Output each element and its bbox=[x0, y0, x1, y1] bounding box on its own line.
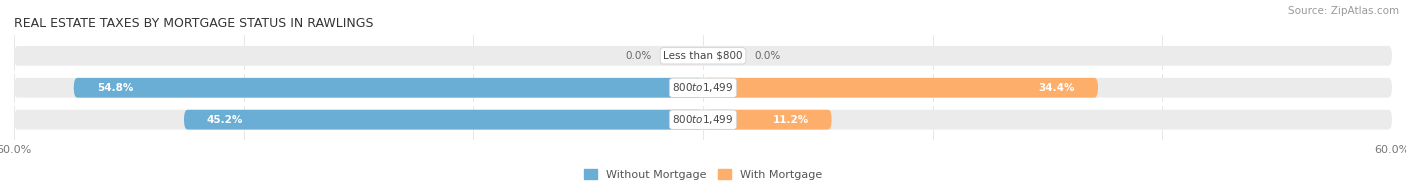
Text: 34.4%: 34.4% bbox=[1039, 83, 1076, 93]
FancyBboxPatch shape bbox=[184, 110, 703, 129]
Text: Source: ZipAtlas.com: Source: ZipAtlas.com bbox=[1288, 6, 1399, 16]
Text: 11.2%: 11.2% bbox=[772, 115, 808, 125]
Text: 0.0%: 0.0% bbox=[755, 51, 780, 61]
Text: 54.8%: 54.8% bbox=[97, 83, 134, 93]
Text: 0.0%: 0.0% bbox=[626, 51, 651, 61]
FancyBboxPatch shape bbox=[14, 110, 1392, 129]
Text: 45.2%: 45.2% bbox=[207, 115, 243, 125]
FancyBboxPatch shape bbox=[14, 46, 1392, 66]
Text: Less than $800: Less than $800 bbox=[664, 51, 742, 61]
Text: REAL ESTATE TAXES BY MORTGAGE STATUS IN RAWLINGS: REAL ESTATE TAXES BY MORTGAGE STATUS IN … bbox=[14, 17, 374, 30]
Text: $800 to $1,499: $800 to $1,499 bbox=[672, 81, 734, 94]
FancyBboxPatch shape bbox=[73, 78, 703, 98]
Text: $800 to $1,499: $800 to $1,499 bbox=[672, 113, 734, 126]
FancyBboxPatch shape bbox=[703, 78, 1098, 98]
FancyBboxPatch shape bbox=[14, 78, 1392, 98]
Legend: Without Mortgage, With Mortgage: Without Mortgage, With Mortgage bbox=[579, 165, 827, 184]
FancyBboxPatch shape bbox=[703, 110, 831, 129]
